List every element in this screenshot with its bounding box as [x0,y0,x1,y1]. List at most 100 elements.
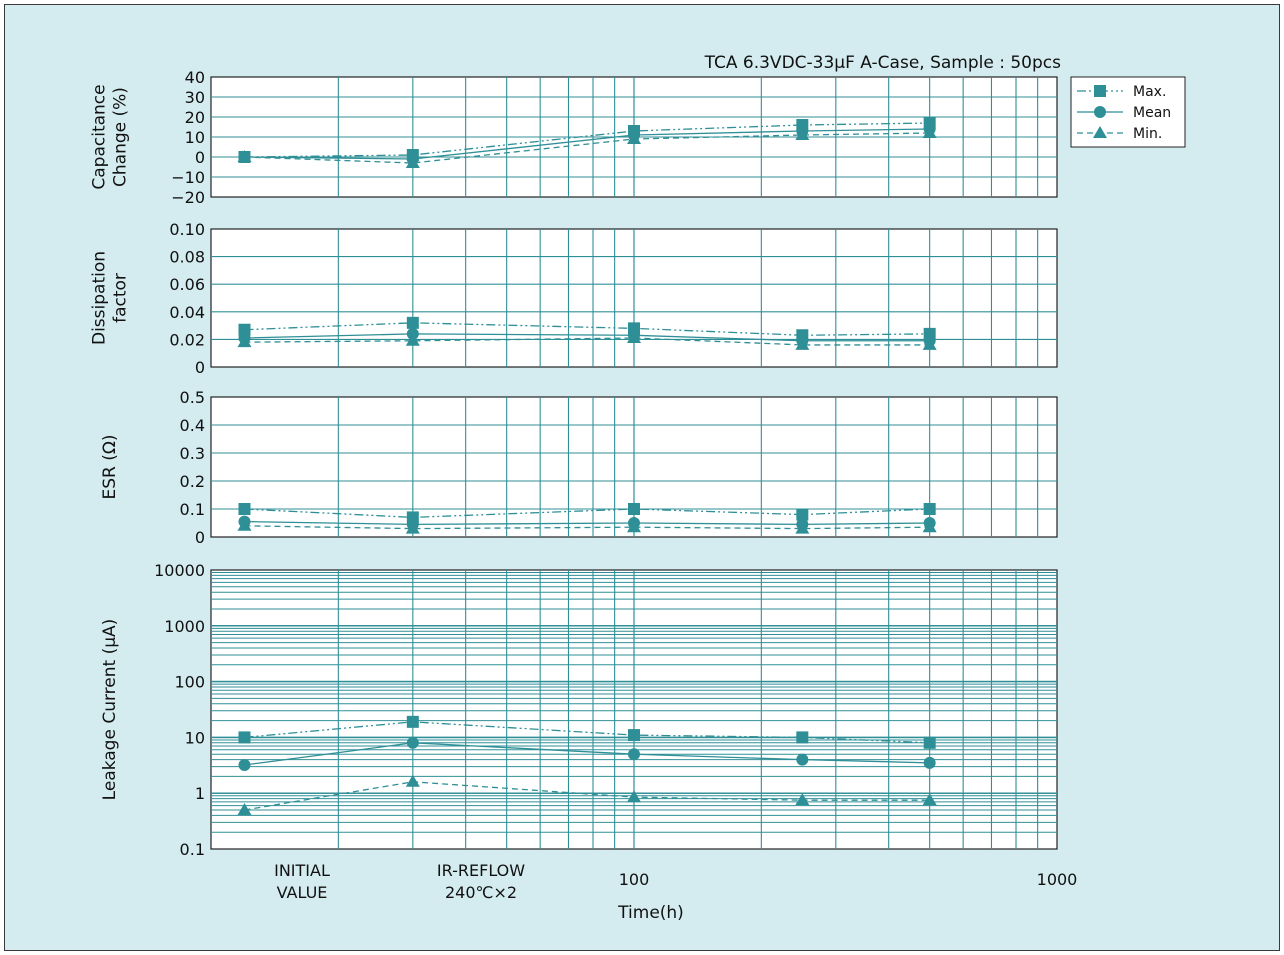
data-point [238,323,251,336]
y-axis-label: ESR (Ω) [100,434,120,499]
data-point [923,503,936,515]
data-point [238,503,251,515]
data-point [237,150,252,162]
data-point [405,156,420,168]
data-point [796,753,809,766]
series-min [237,126,937,168]
y-tick-label: 100 [174,673,205,692]
series-line [244,525,930,530]
data-point [795,128,810,140]
series-line [244,337,930,346]
y-tick-label: 0.06 [169,275,205,294]
y-tick-label: 0.2 [180,472,205,491]
data-point [237,802,252,815]
data-point [628,503,640,515]
data-point [795,521,810,534]
y-tick-label: 0.1 [180,840,205,859]
y-tick-label: −10 [171,168,205,187]
data-point [796,508,809,521]
data-point [238,731,251,744]
chart-frame: TCA 6.3VDC-33μF A-Case, Sample : 50pcs T… [4,4,1280,951]
y-tick-label: 40 [185,68,205,87]
panel-4: 0.1 1 10 100 1000 10000 Leakage Current (μA) [100,561,1058,859]
y-tick-label: 30 [185,88,205,107]
data-point [405,774,420,787]
legend-label: Min. [1133,126,1162,142]
data-point [405,521,420,534]
series-line [244,721,930,744]
y-tick-label: 0.02 [169,330,205,349]
y-tick-label: 0.10 [169,220,205,239]
y-axis-label: Leakage Current (μA) [100,619,120,801]
y-tick-label: 0.04 [169,303,205,322]
data-point [238,759,251,772]
data-point [405,333,420,346]
data-point [922,337,937,350]
y-axis-label: Change (%) [111,87,131,187]
y-tick-label: 10 [185,128,205,147]
series-min [237,774,937,815]
chart-title: TCA 6.3VDC-33μF A-Case, Sample : 50pcs [704,53,1062,73]
y-tick-label: 0 [195,148,205,167]
y-tick-label: 0.5 [180,388,205,407]
series-max [238,503,936,524]
data-point [237,335,252,348]
x-axis: INITIAL VALUE IR-REFLOW 240℃×2 100 1000 [274,861,1077,902]
data-point [627,331,641,344]
y-axis-label: factor [111,273,131,323]
chart-svg: TCA 6.3VDC-33μF A-Case, Sample : 50pcs T… [90,53,1186,923]
series-line [244,508,930,519]
y-tick-label: 10 [185,728,205,747]
series-mean [238,736,936,772]
x-category-label: VALUE [277,883,328,902]
data-point [406,715,419,728]
panel-2: 0 0.02 0.04 0.06 0.08 0.10 Dissipation factor [90,220,1058,377]
data-point [628,729,640,742]
x-tick-label: 100 [619,870,650,889]
data-point [628,748,640,761]
series-min [237,518,937,534]
series-line [244,322,930,336]
y-tick-label: 0.08 [169,248,205,267]
x-category-label: INITIAL [274,861,330,880]
y-tick-label: 0.4 [180,416,205,435]
data-point [796,731,809,744]
data-point [923,756,936,769]
legend: Max. Mean Min. [1070,76,1186,148]
y-tick-label: 0 [195,528,205,547]
legend-marker [1094,85,1106,97]
y-tick-label: 0.3 [180,444,205,463]
data-point [795,793,810,806]
data-point [922,520,937,533]
legend-marker [1094,106,1106,118]
legend-marker [1093,126,1107,138]
data-point [627,132,641,144]
legend-label: Max. [1133,84,1166,100]
x-category-label: 240℃×2 [445,883,517,902]
y-tick-label: 20 [185,108,205,127]
data-point [922,126,937,138]
y-axis-label: Capacitance [90,84,110,189]
y-axis-label: Dissipation [90,251,110,345]
legend-label: Mean [1133,105,1171,121]
x-category-label: IR-REFLOW [437,861,525,880]
panel-3: 0 0.1 0.2 0.3 0.4 0.5 ESR (Ω) [100,388,1058,547]
series-max [238,715,936,749]
y-tick-label: 1000 [164,617,205,636]
y-tick-label: 1 [195,784,205,803]
data-point [627,520,641,533]
x-tick-label: 1000 [1037,870,1078,889]
data-point [795,337,810,350]
data-point [627,790,641,803]
data-point [922,793,937,806]
x-axis-title: Time(h) [617,903,684,923]
data-point [923,736,936,749]
y-tick-label: 0 [195,358,205,377]
y-tick-label: 0.1 [180,500,205,519]
data-point [406,316,419,329]
data-point [406,736,419,749]
series-min [237,331,937,350]
y-tick-label: 10000 [154,561,205,580]
